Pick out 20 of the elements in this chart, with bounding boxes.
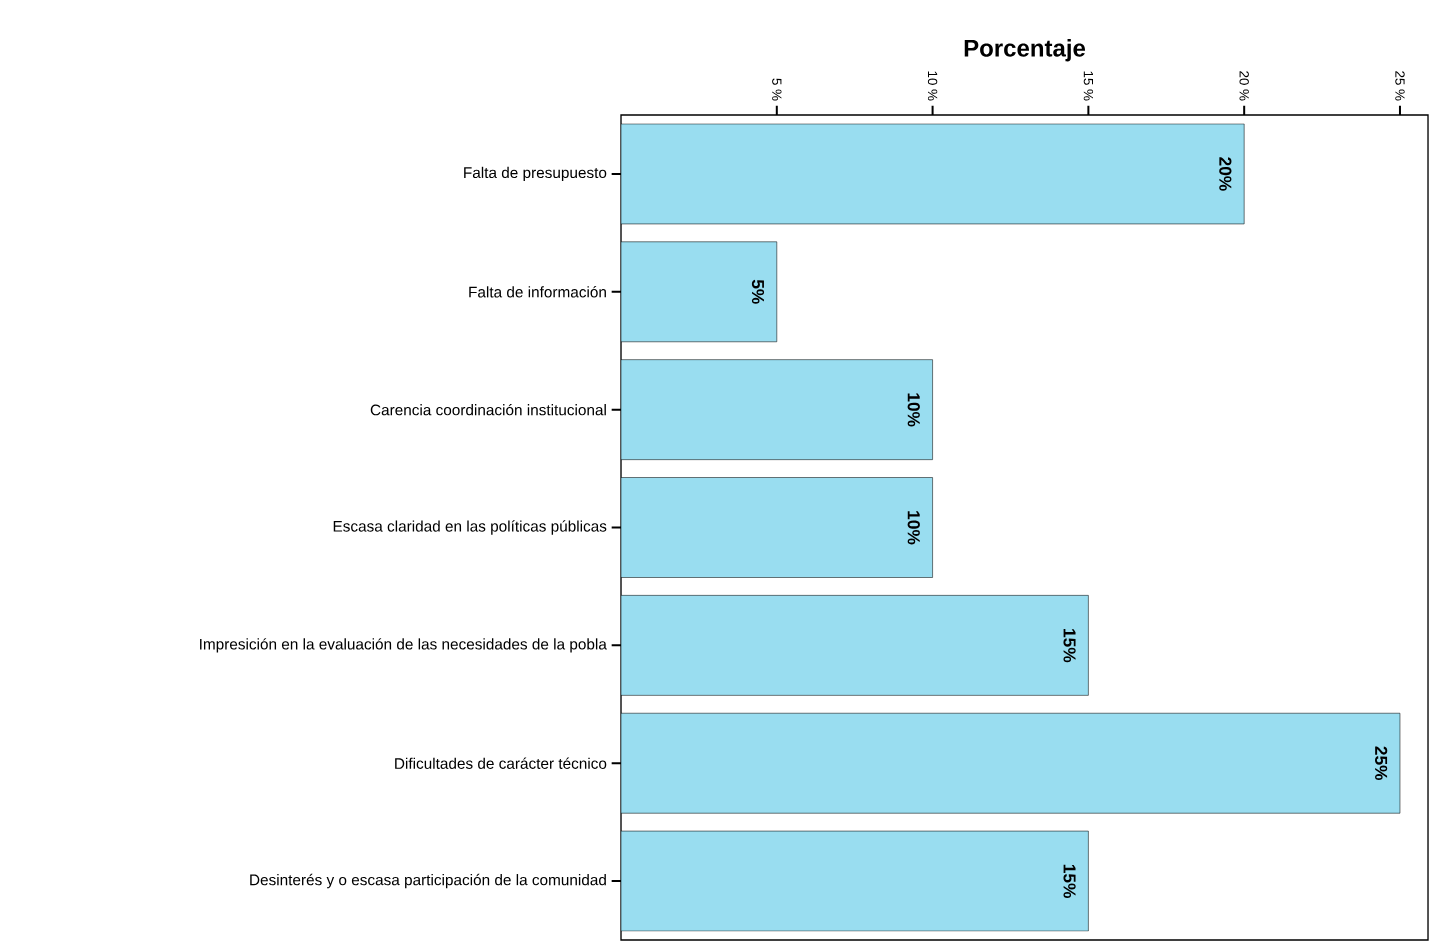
x-tick-label: 15 % [1083, 71, 1094, 101]
x-axis-title: Porcentaje [964, 39, 1086, 62]
y-tick-label: Falta de presupuesto [464, 166, 607, 182]
data-label: 10% [907, 393, 920, 427]
y-tick-label: Dificultades de carácter técnico [395, 757, 607, 769]
x-tick-label: 20 % [1239, 71, 1249, 101]
data-label: 20% [1219, 157, 1232, 191]
x-tick-label: 25 % [1395, 71, 1405, 101]
data-label: 25% [1374, 746, 1388, 781]
y-tick-label: Carencia coordinación institucional [370, 403, 606, 416]
data-label: 15% [1063, 864, 1076, 898]
y-tick-label: Escasa claridad en las políticas públicas [333, 520, 607, 535]
data-label: 5% [751, 279, 765, 304]
x-tick-label: 10 % [927, 71, 938, 101]
data-label: 10% [907, 511, 920, 545]
y-tick-label: Falta de información [469, 286, 606, 298]
y-tick-label: Impresición en la evaluación de las necesidades de la pobla [200, 638, 607, 653]
y-tick-label: Desinterés y o escasa participación de la comunidad [250, 873, 606, 889]
x-tick-label: 5 % [772, 78, 782, 101]
data-label: 15% [1063, 629, 1076, 663]
